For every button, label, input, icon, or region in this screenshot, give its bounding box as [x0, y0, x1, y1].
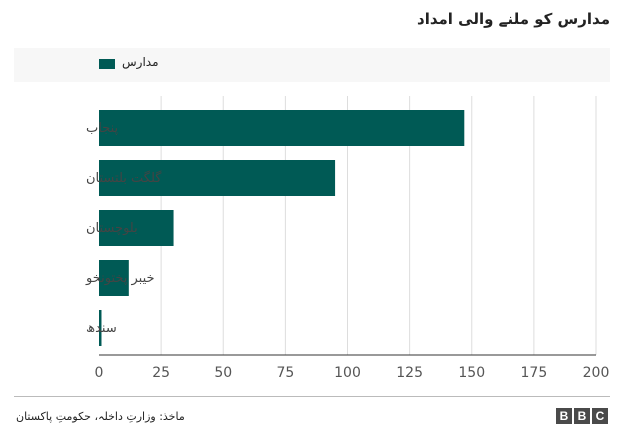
bar	[99, 210, 174, 246]
bbc-logo: B B C	[556, 408, 608, 424]
logo-letter: C	[592, 408, 608, 424]
x-tick-label: 25	[152, 365, 170, 381]
logo-letter: B	[574, 408, 590, 424]
category-label: سندھ	[86, 321, 117, 336]
x-tick-label: 150	[458, 365, 485, 381]
legend: مدارس	[14, 48, 610, 82]
legend-label: مدارس	[122, 55, 159, 69]
source-note: ماخذ: وزارتِ داخلہ، حکومتِ پاکستان	[16, 410, 185, 423]
x-tick-label: 125	[396, 365, 423, 381]
x-tick-label: 75	[276, 365, 294, 381]
bar	[99, 310, 102, 346]
category-label: گلگت بلتستان	[86, 170, 162, 186]
category-label: پنجاب	[86, 121, 119, 136]
chart-title: مدارس کو ملنے والی امداد	[417, 10, 610, 28]
bars	[99, 110, 465, 346]
x-tick-label: 175	[521, 365, 548, 381]
axes: 0 25 50 75 100 125 150 175 200	[95, 354, 610, 381]
x-tick-label: 0	[95, 365, 104, 381]
logo-letter: B	[556, 408, 572, 424]
x-tick-label: 50	[214, 365, 232, 381]
x-tick-label: 100	[334, 365, 361, 381]
category-labels: پنجاب گلگت بلتستان بلوچستان خیبر پختونخو سند…	[85, 121, 162, 336]
bar	[99, 110, 465, 146]
category-label: بلوچستان	[86, 221, 138, 236]
category-label: خیبر پختونخو	[85, 271, 155, 286]
footer-divider	[14, 396, 610, 397]
bar	[99, 160, 336, 196]
x-tick-label: 200	[583, 365, 610, 381]
legend-swatch	[99, 59, 115, 69]
bar	[99, 260, 129, 296]
